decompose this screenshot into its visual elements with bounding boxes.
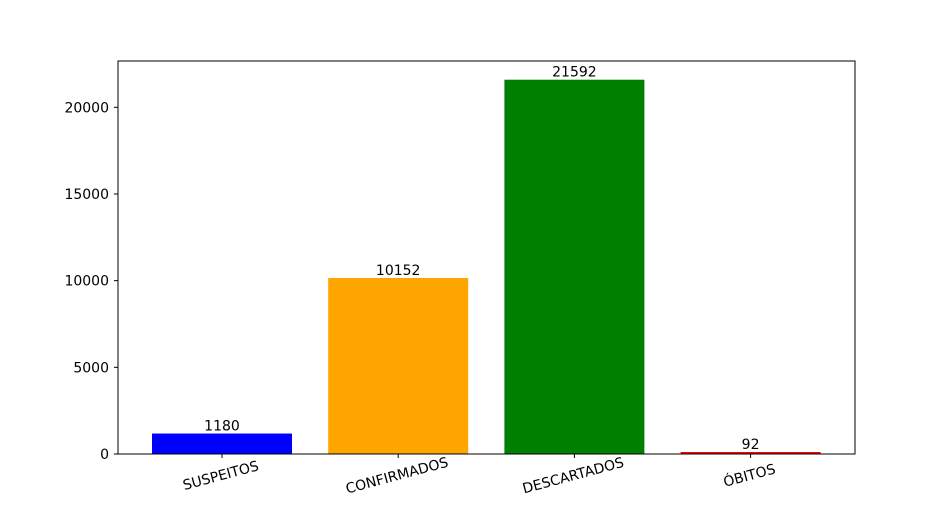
bar-suspeitos <box>152 433 292 454</box>
y-tick-label: 20000 <box>64 100 109 116</box>
y-axis: 0 5000 10000 15000 20000 <box>64 100 118 463</box>
x-tick-label: DESCARTADOS <box>521 455 626 497</box>
bar-value-label: 1180 <box>204 419 240 435</box>
x-tick-label: SUSPEITOS <box>181 458 260 494</box>
bars-group: 1180 10152 21592 92 <box>152 65 821 454</box>
plot-frame <box>117 60 856 455</box>
y-tick-label: 0 <box>100 447 109 463</box>
y-tick-label: 10000 <box>64 274 109 290</box>
x-tick-label: ÓBITOS <box>721 460 777 491</box>
y-tick-label: 15000 <box>64 187 109 203</box>
bar-descartados <box>504 79 645 454</box>
x-tick-label: CONFIRMADOS <box>344 455 450 498</box>
bar-value-label: 10152 <box>376 263 421 279</box>
y-tick-label: 5000 <box>73 360 109 376</box>
bar-value-label: 92 <box>742 437 760 453</box>
x-axis: SUSPEITOS CONFIRMADOS DESCARTADOS ÓBITOS <box>181 454 777 498</box>
bar-confirmados <box>328 278 469 454</box>
bar--bitos <box>680 452 821 454</box>
bar-value-label: 21592 <box>552 65 597 81</box>
